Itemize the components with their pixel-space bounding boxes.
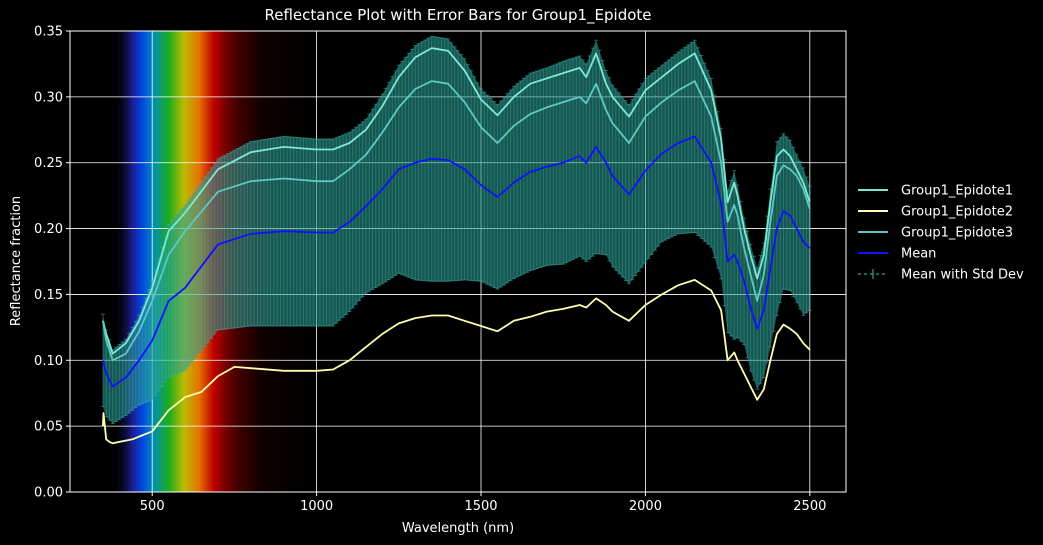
y-tick-label: 0.10 (34, 354, 63, 369)
y-tick-label: 0.20 (34, 222, 63, 237)
legend-label: Mean with Std Dev (901, 268, 1024, 283)
legend-label: Group1_Epidote3 (901, 226, 1013, 241)
x-tick-label: 1000 (300, 499, 333, 514)
x-tick-label: 500 (140, 499, 165, 514)
y-tick-label: 0.25 (34, 156, 63, 171)
series-line-group1-epidote3 (102, 80, 811, 362)
y-tick-label: 0.30 (34, 90, 63, 105)
series-lines (102, 47, 811, 445)
y-axis-label: Reflectance fraction (9, 196, 24, 326)
x-tick-label: 2000 (629, 499, 662, 514)
y-tick-label: 0.00 (34, 486, 63, 501)
std-dev-band (102, 36, 810, 424)
y-tick-label: 0.15 (34, 288, 63, 303)
series-line-group1-epidote2 (102, 279, 811, 445)
series-line-mean (102, 135, 811, 388)
y-tick-label: 0.05 (34, 420, 63, 435)
legend-label: Mean (901, 247, 936, 262)
chart-title: Reflectance Plot with Error Bars for Gro… (265, 6, 652, 25)
plot-frame (69, 30, 847, 493)
legend: Group1_Epidote1 Group1_Epidote2 Group1_Epi… (858, 184, 1024, 283)
legend-label: Group1_Epidote1 (901, 184, 1013, 199)
series-line-group1-epidote1 (102, 47, 811, 355)
x-tick-label: 1500 (464, 499, 497, 514)
legend-label: Group1_Epidote2 (901, 205, 1013, 220)
ticks: 500 1000 1500 2000 2500 0.00 0.05 0.10 0.15 0.20 0… (34, 25, 826, 515)
x-axis-label: Wavelength (nm) (402, 521, 514, 536)
x-tick-label: 2500 (793, 499, 826, 514)
y-tick-label: 0.35 (34, 25, 63, 40)
